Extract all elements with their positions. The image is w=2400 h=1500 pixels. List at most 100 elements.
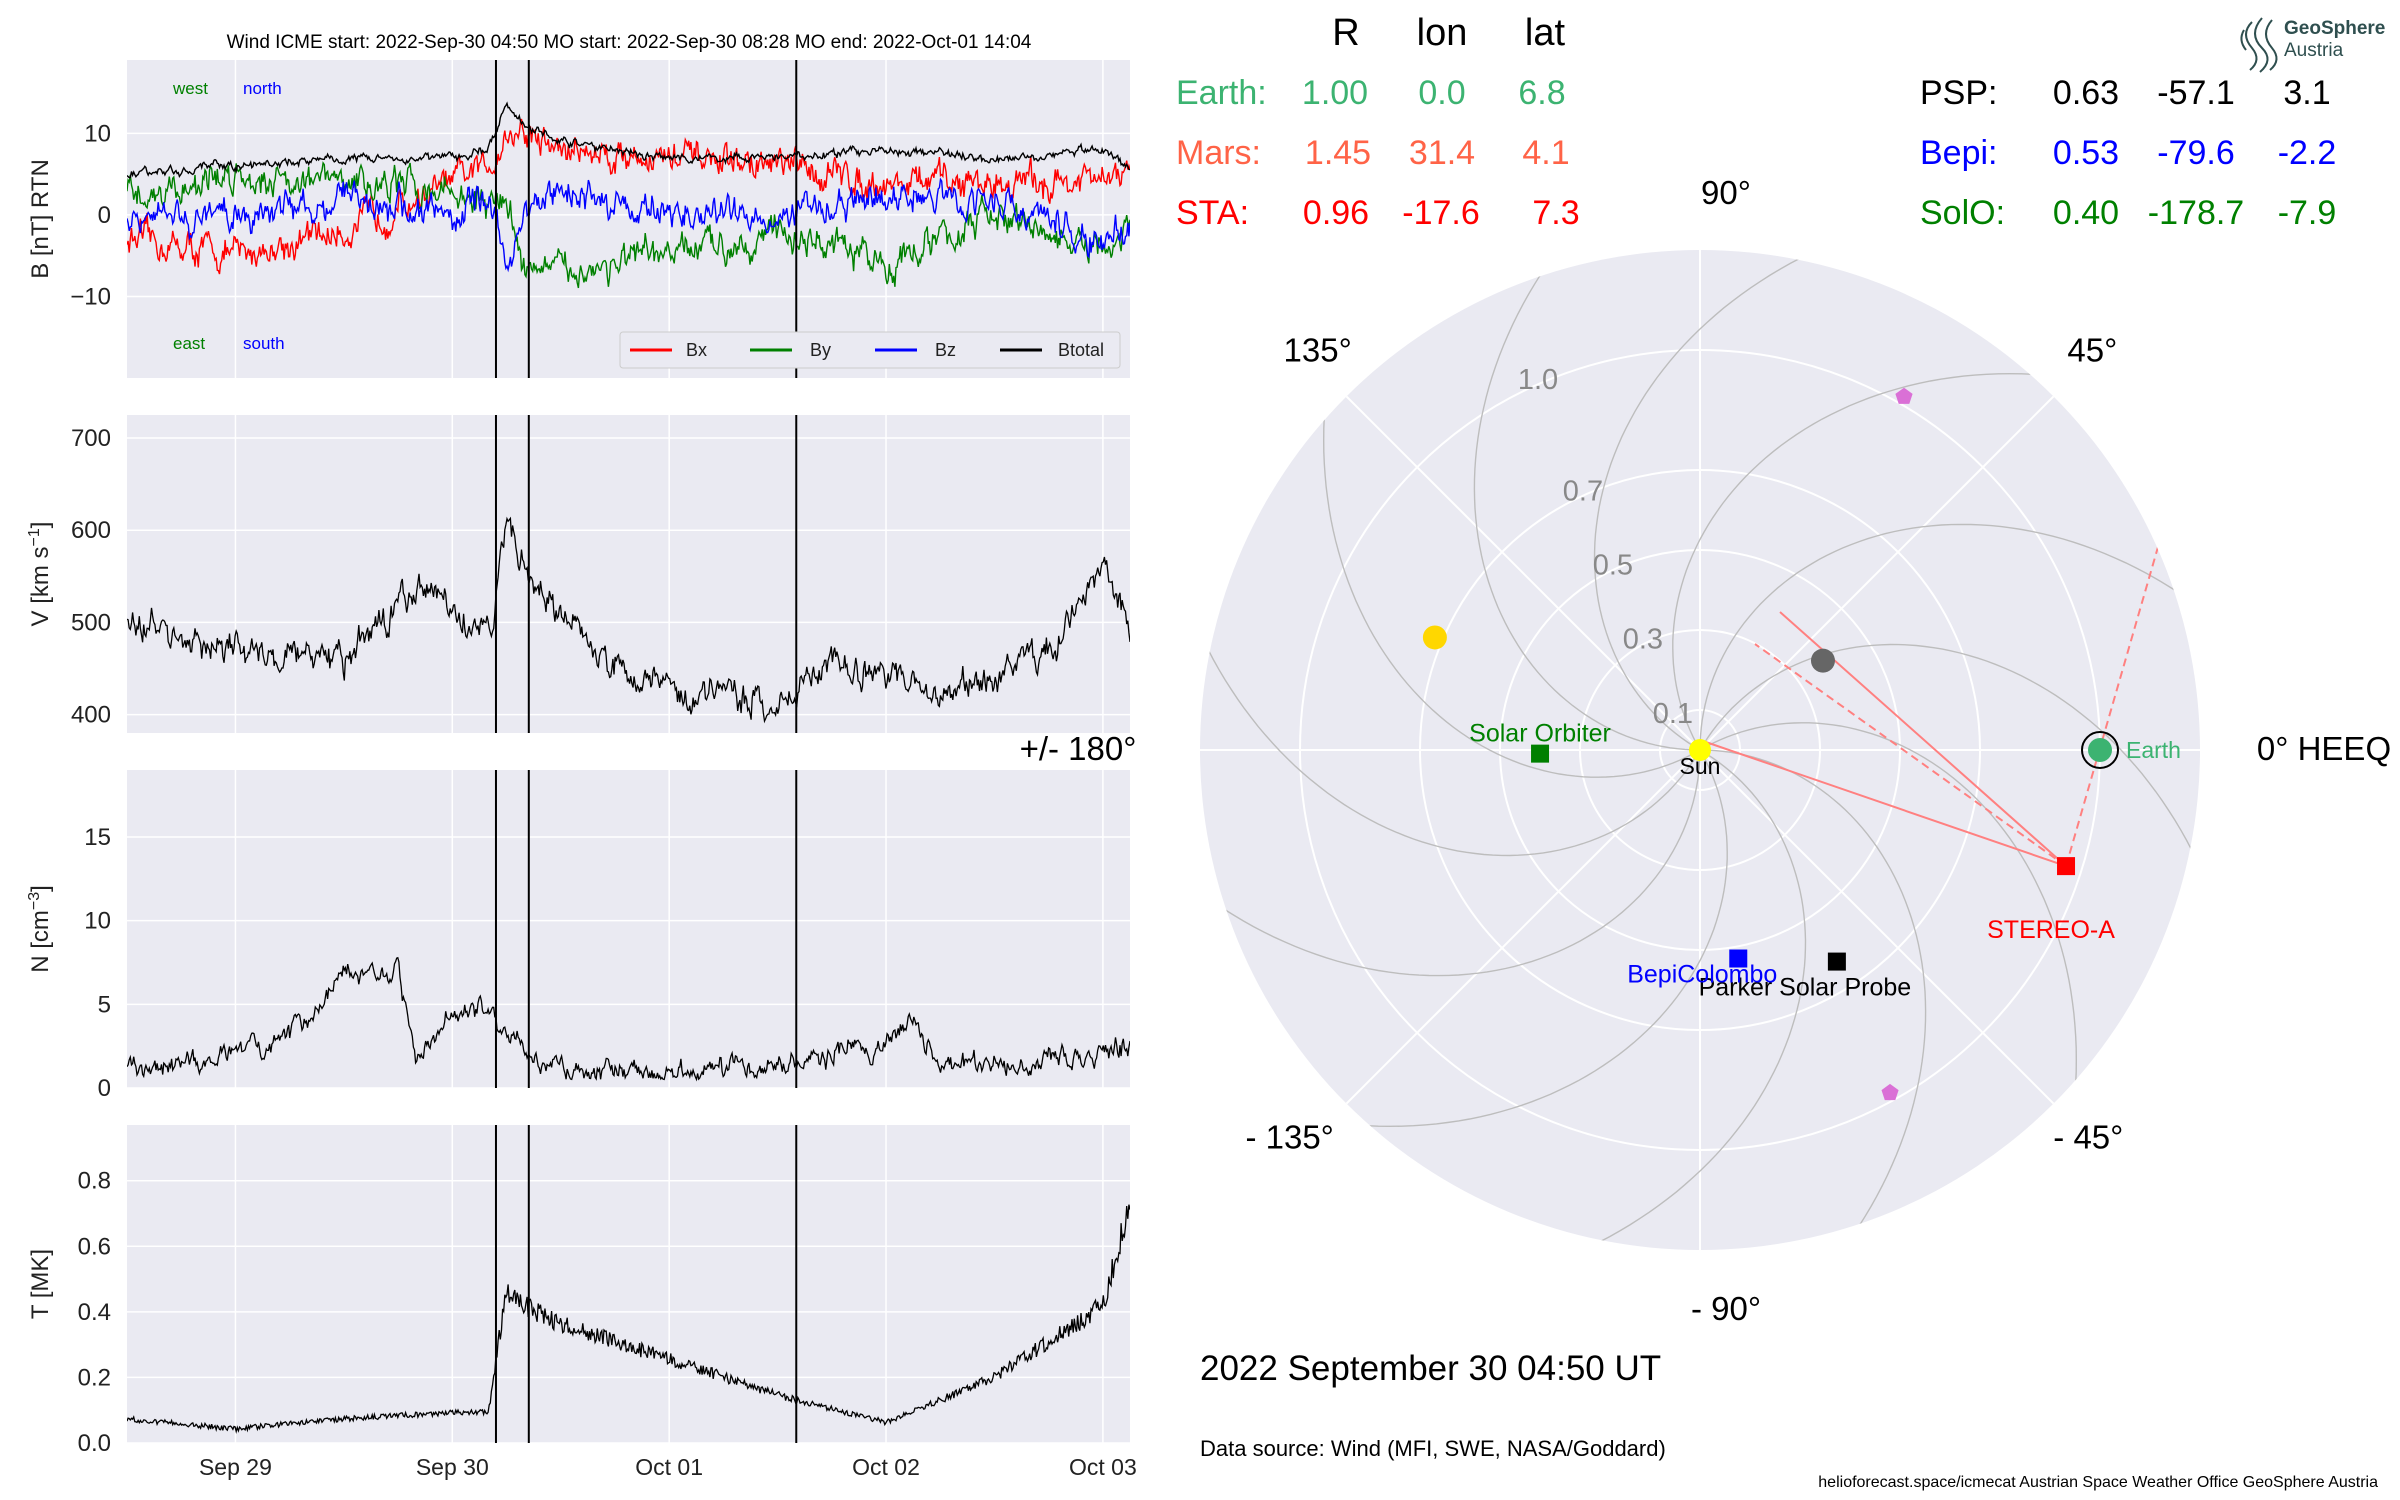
ytick-label: 500 xyxy=(71,609,111,636)
xtick-label: Oct 01 xyxy=(635,1454,703,1480)
earth-row-r: 1.00 xyxy=(1302,74,1368,112)
psp-row-r: 0.63 xyxy=(2053,74,2119,112)
ytick-label: 0.2 xyxy=(78,1364,111,1391)
radial-label: 0.7 xyxy=(1563,475,1603,507)
density-panel: 15 10 5 0 N [cm−3] xyxy=(26,770,1130,1102)
planet-gold-marker xyxy=(1422,625,1447,650)
ytick-label: 0.6 xyxy=(78,1233,111,1260)
radial-label: 1.0 xyxy=(1518,364,1558,396)
b-field-panel: 10 0 −10 B [nT] RTN xyxy=(27,60,1130,378)
spiral-line xyxy=(1473,250,1701,751)
y-axis-label: B [nT] RTN xyxy=(27,159,54,279)
xtick-label: Sep 29 xyxy=(199,1454,272,1480)
xtick-label: Oct 02 xyxy=(852,1454,920,1480)
spiral-line xyxy=(1699,523,2200,751)
earth-row-label: Earth: xyxy=(1176,74,1267,112)
figure-title: Wind ICME start: 2022-Sep-30 04:50 MO st… xyxy=(227,32,1032,53)
ytick-label: 0 xyxy=(98,202,111,229)
earth-row-lat: 6.8 xyxy=(1518,74,1565,112)
sta-row-lon: -17.6 xyxy=(1402,194,1480,232)
solar-orbiter-marker xyxy=(1531,744,1550,763)
parker-solar-probe-marker xyxy=(1827,952,1846,971)
solo-row-lat: -7.9 xyxy=(2278,194,2337,232)
mars-row-label: Mars: xyxy=(1176,134,1261,172)
series-line-data xyxy=(127,1204,1130,1434)
earth-row-lon: 0.0 xyxy=(1418,74,1465,112)
ytick-label: 0.8 xyxy=(78,1168,111,1195)
spiral-line xyxy=(1322,255,1701,778)
bepi-row-r: 0.53 xyxy=(2053,134,2119,172)
legend-btotal: Btotal xyxy=(1058,340,1104,360)
angle-label: 0° HEEQ xyxy=(2257,730,2391,767)
sta-row-r: 0.96 xyxy=(1303,194,1369,232)
ytick-label: 5 xyxy=(98,991,111,1018)
psp-row-lat: 3.1 xyxy=(2283,74,2330,112)
bepicolombo-marker xyxy=(1729,949,1748,968)
y-axis-label: T [MK] xyxy=(27,1249,54,1319)
pentagon-top-marker xyxy=(1895,387,1913,404)
spiral-line xyxy=(1205,749,1728,1128)
south-label: south xyxy=(243,334,285,353)
b-legend: Bx By Bz Btotal xyxy=(619,331,1121,369)
ytick-label: 10 xyxy=(84,120,111,147)
positions-table: R lon lat Earth: 1.00 0.0 6.8 Mars: 1.45… xyxy=(1176,12,2336,232)
legend-bx: Bx xyxy=(686,340,707,360)
ytick-label: 600 xyxy=(71,517,111,544)
series-line-btotal xyxy=(127,101,1130,179)
planet-grey-marker xyxy=(1810,648,1835,673)
bepi-row-lat: -2.2 xyxy=(2278,134,2337,172)
mars-row-lon: 31.4 xyxy=(1409,134,1475,172)
logo-line1: GeoSphere xyxy=(2284,18,2385,39)
series-line-data xyxy=(127,956,1130,1082)
xtick-label: Sep 30 xyxy=(416,1454,489,1480)
solo-row-r: 0.40 xyxy=(2053,194,2119,232)
series-line-data xyxy=(127,516,1130,724)
sun-label: Sun xyxy=(1680,753,1721,779)
datetime-label: 2022 September 30 04:50 UT xyxy=(1200,1349,1661,1388)
polar-plot: 0.1 0.3 0.5 0.7 1.0 90° 45° 0° HEEQ - 45° - 90° - … xyxy=(1020,174,2392,1327)
bepi-row-label: Bepi: xyxy=(1920,134,1998,172)
fov-line xyxy=(1699,739,2067,868)
series-line-by xyxy=(127,161,1130,289)
angle-label: +/- 180° xyxy=(1020,730,1137,767)
ytick-label: 15 xyxy=(84,824,111,851)
sta-row-label: STA: xyxy=(1176,194,1249,232)
mars-row-lat: 4.1 xyxy=(1522,134,1569,172)
angle-label: - 90° xyxy=(1691,1290,1761,1327)
fov-line xyxy=(2065,539,2161,867)
north-label: north xyxy=(243,79,282,98)
parker-solar-probe-label: Parker Solar Probe xyxy=(1699,974,1912,1002)
bepicolombo-label: BepiColombo xyxy=(1627,961,1777,989)
ytick-label: 0.4 xyxy=(78,1299,111,1326)
angular-gridline xyxy=(1345,395,1701,751)
series-line-bx xyxy=(127,118,1130,275)
series-line-bz xyxy=(127,177,1130,273)
logo-swirl-icon xyxy=(2240,17,2278,73)
angular-gridline xyxy=(1699,749,2055,1105)
spiral-line xyxy=(1441,749,1807,1250)
table-header-lon: lon xyxy=(1417,12,1468,54)
spiral-line xyxy=(1699,643,2200,1009)
bepi-row-lon: -79.6 xyxy=(2157,134,2235,172)
spiral-line xyxy=(1699,722,2078,1245)
west-label: west xyxy=(172,79,208,98)
angle-label: - 135° xyxy=(1245,1118,1333,1155)
angle-label: - 45° xyxy=(2053,1118,2123,1155)
earth-label: Earth xyxy=(2126,737,2181,763)
earth-ring xyxy=(2081,731,2119,769)
angle-label: 90° xyxy=(1701,174,1751,211)
table-header-r: R xyxy=(1332,12,1359,54)
angular-gridline xyxy=(1345,749,1701,1105)
parker-spirals xyxy=(1200,250,2200,1250)
ytick-label: −10 xyxy=(70,283,111,310)
spiral-line xyxy=(1200,749,1701,977)
radial-label: 0.1 xyxy=(1653,698,1693,730)
stereo-a-marker xyxy=(2057,857,2076,876)
spiral-line xyxy=(1699,749,1927,1250)
mars-row-r: 1.45 xyxy=(1305,134,1371,172)
xtick-label: Oct 03 xyxy=(1069,1454,1137,1480)
ytick-label: 0.0 xyxy=(78,1430,111,1457)
angle-label: 45° xyxy=(2067,332,2117,369)
psp-row-lon: -57.1 xyxy=(2157,74,2235,112)
